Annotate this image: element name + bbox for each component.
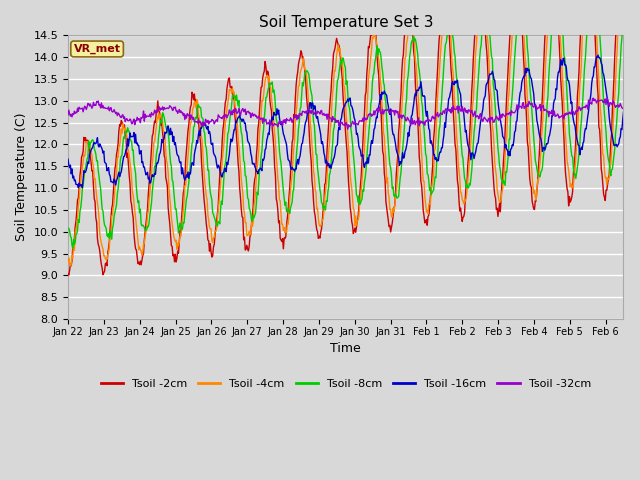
Title: Soil Temperature Set 3: Soil Temperature Set 3 [259, 15, 433, 30]
X-axis label: Time: Time [330, 342, 361, 355]
Text: VR_met: VR_met [74, 44, 120, 54]
Legend: Tsoil -2cm, Tsoil -4cm, Tsoil -8cm, Tsoil -16cm, Tsoil -32cm: Tsoil -2cm, Tsoil -4cm, Tsoil -8cm, Tsoi… [96, 374, 595, 393]
Y-axis label: Soil Temperature (C): Soil Temperature (C) [15, 113, 28, 241]
